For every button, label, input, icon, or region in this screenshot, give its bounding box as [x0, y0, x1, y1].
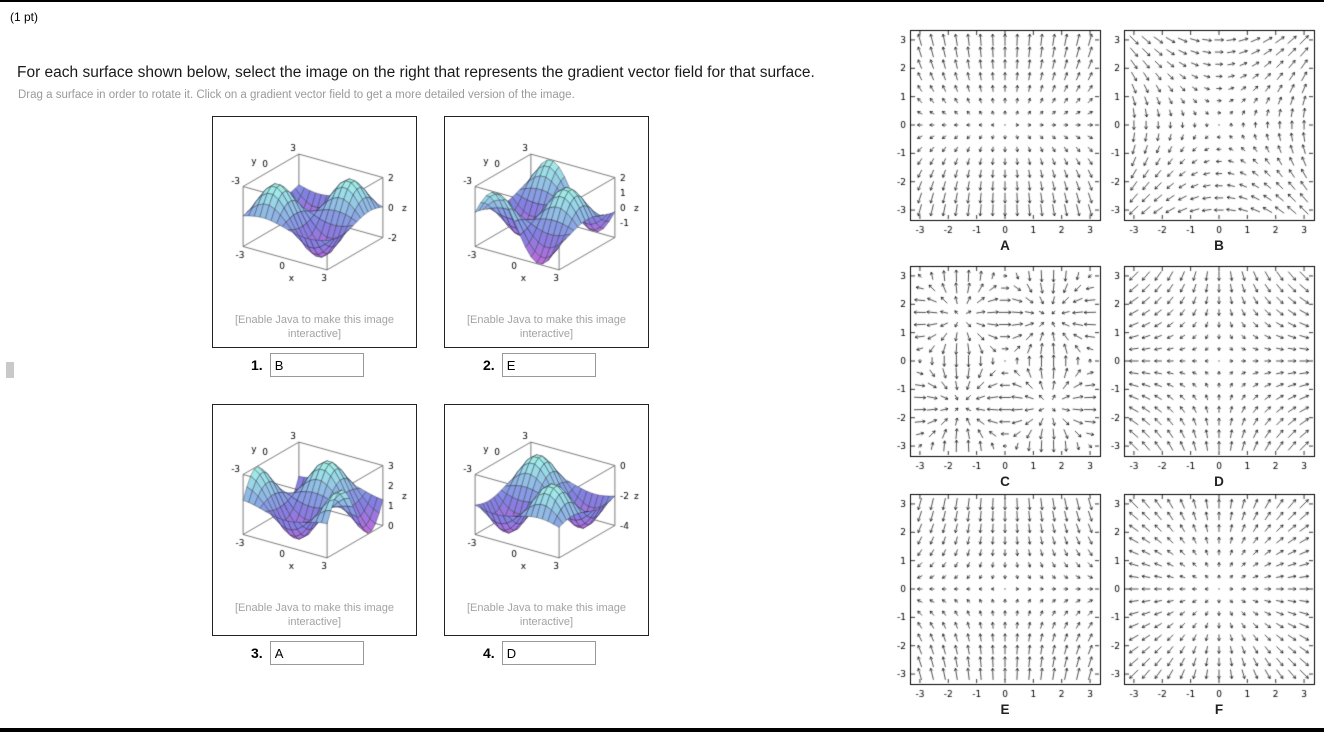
vector-field-canvas-d[interactable]: [1090, 260, 1318, 472]
surface-plot-3[interactable]: [Enable Java to make this image interact…: [212, 404, 417, 636]
field-panel-f: F: [1090, 488, 1318, 717]
answer-input-2[interactable]: [501, 353, 596, 377]
instructions-sub: Drag a surface in order to rotate it. Cl…: [18, 89, 575, 101]
surface-caption: [Enable Java to make this image interact…: [467, 314, 626, 341]
surface-canvas-1[interactable]: [213, 117, 414, 313]
vector-field-canvas-e[interactable]: [876, 488, 1104, 700]
surface-canvas-4[interactable]: [445, 405, 646, 601]
field-label-a: A: [1000, 238, 1010, 253]
question-number-2: 2.: [483, 357, 495, 373]
surface-caption: [Enable Java to make this image interact…: [235, 314, 394, 341]
answer-row-2: 2.: [483, 353, 596, 377]
points-label: (1 pt): [10, 10, 39, 24]
question-number-3: 3.: [251, 645, 263, 661]
answer-row-4: 4.: [483, 641, 596, 665]
vector-field-canvas-f[interactable]: [1090, 488, 1318, 700]
surface-caption: [Enable Java to make this image interact…: [467, 602, 626, 629]
field-label-d: D: [1214, 474, 1224, 489]
field-label-f: F: [1214, 702, 1224, 717]
answer-input-1[interactable]: [269, 353, 364, 377]
answer-input-3[interactable]: [269, 641, 364, 665]
field-panel-b: B: [1090, 24, 1318, 253]
vector-field-canvas-c[interactable]: [876, 260, 1104, 472]
answer-row-3: 3.: [251, 641, 364, 665]
field-label-e: E: [1000, 702, 1010, 717]
scrollbar-artifact: [6, 362, 14, 378]
surface-plot-4[interactable]: [Enable Java to make this image interact…: [444, 404, 649, 636]
field-panel-d: D: [1090, 260, 1318, 489]
question-number-4: 4.: [483, 645, 495, 661]
surface-plot-1[interactable]: [Enable Java to make this image interact…: [212, 116, 417, 348]
surface-caption: [Enable Java to make this image interact…: [235, 602, 394, 629]
answer-input-4[interactable]: [501, 641, 596, 665]
surface-canvas-2[interactable]: [445, 117, 646, 313]
field-label-b: B: [1214, 238, 1224, 253]
vector-field-canvas-b[interactable]: [1090, 24, 1318, 236]
surface-plot-2[interactable]: [Enable Java to make this image interact…: [444, 116, 649, 348]
instructions-main: For each surface shown below, select the…: [17, 64, 815, 81]
surface-canvas-3[interactable]: [213, 405, 414, 601]
field-label-c: C: [1000, 474, 1010, 489]
vector-field-canvas-a[interactable]: [876, 24, 1104, 236]
field-panel-e: E: [876, 488, 1104, 717]
field-panel-a: A: [876, 24, 1104, 253]
answer-row-1: 1.: [251, 353, 364, 377]
field-panel-c: C: [876, 260, 1104, 489]
question-number-1: 1.: [251, 357, 263, 373]
